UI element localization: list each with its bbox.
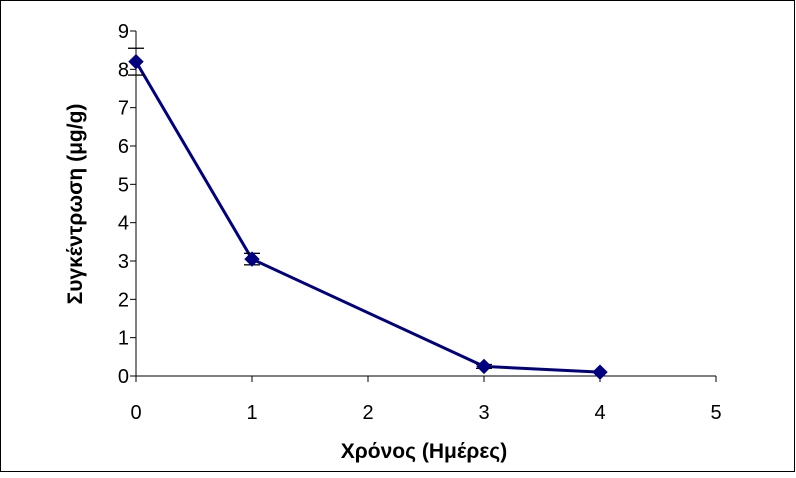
- x-tick-label: 1: [246, 402, 257, 424]
- x-tick-labels: 0 1 2 3 4 5: [130, 402, 721, 424]
- y-tick-label: 4: [118, 213, 129, 235]
- y-axis-title: Συγκέντρωση (μg/g): [64, 104, 87, 305]
- x-axis-title: Χρόνος (Ημέρες): [341, 440, 507, 463]
- x-tick-label: 2: [362, 402, 373, 424]
- y-tick-label: 7: [118, 98, 129, 120]
- y-tick-label: 6: [118, 136, 129, 158]
- x-tick-label: 5: [710, 402, 721, 424]
- data-point-marker: [128, 53, 144, 70]
- x-tick-label: 0: [130, 402, 141, 424]
- data-point-marker: [592, 364, 608, 380]
- x-tick-label: 3: [478, 402, 489, 424]
- series-path: [134, 60, 601, 374]
- y-tick-label: 3: [118, 251, 129, 273]
- y-tick-label: 2: [118, 289, 129, 311]
- axes: [130, 30, 717, 382]
- series-line: [128, 47, 608, 380]
- y-tick-label: 8: [118, 59, 129, 81]
- y-tick-label: 5: [118, 174, 129, 196]
- data-point-marker: [476, 358, 492, 375]
- data-point-marker: [244, 251, 260, 267]
- x-tick-label: 4: [594, 402, 605, 424]
- y-tick-label: 0: [118, 366, 129, 388]
- y-tick-label: 9: [118, 21, 129, 43]
- y-tick-labels: 0 1 2 3 4 5 6 7 8 9: [118, 21, 129, 388]
- y-tick-label: 1: [118, 328, 129, 350]
